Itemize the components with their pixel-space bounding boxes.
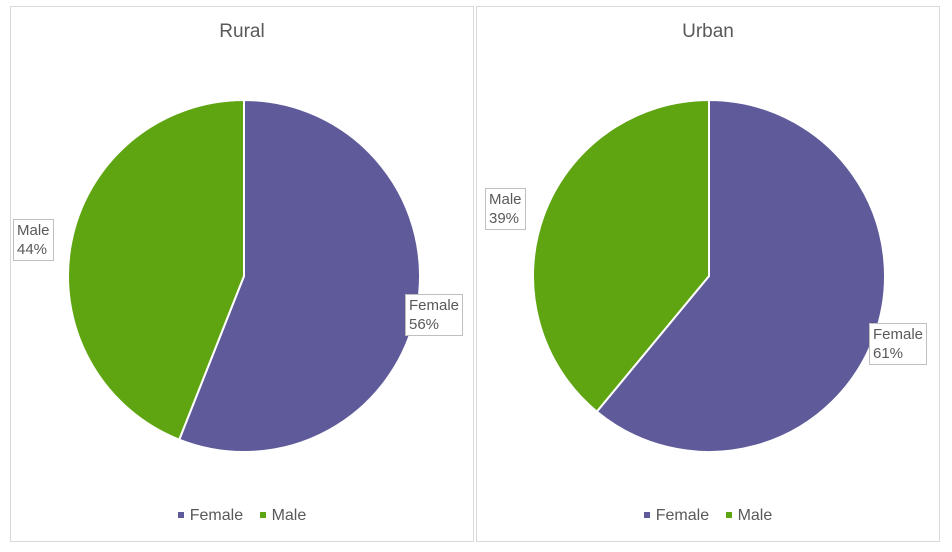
legend-swatch-male	[725, 511, 732, 518]
pie-chart-urban	[532, 98, 886, 453]
urban-chart-panel: Urban Female 61% Male 39% Female Male	[476, 6, 940, 542]
data-label-male: Male 44%	[13, 219, 54, 261]
pie-slice-male	[67, 98, 245, 441]
chart-legend: Female Male	[477, 507, 939, 525]
chart-title: Rural	[219, 21, 265, 42]
legend-swatch-female	[643, 511, 650, 518]
legend-item-male: Male	[725, 507, 772, 525]
rural-chart-panel: Rural Female 56% Male 44% Female Male	[10, 6, 474, 542]
data-label-male: Male 39%	[485, 188, 526, 230]
legend-item-male: Male	[259, 507, 306, 525]
legend-item-female: Female	[643, 507, 709, 525]
legend-swatch-female	[177, 511, 184, 518]
chart-legend: Female Male	[11, 507, 473, 525]
legend-item-female: Female	[177, 507, 243, 525]
chart-title: Urban	[682, 21, 734, 42]
legend-swatch-male	[259, 511, 266, 518]
data-label-female: Female 61%	[869, 323, 928, 365]
pie-slice-male	[532, 98, 710, 414]
pie-chart-rural	[67, 98, 421, 453]
data-label-female: Female 56%	[405, 294, 464, 336]
